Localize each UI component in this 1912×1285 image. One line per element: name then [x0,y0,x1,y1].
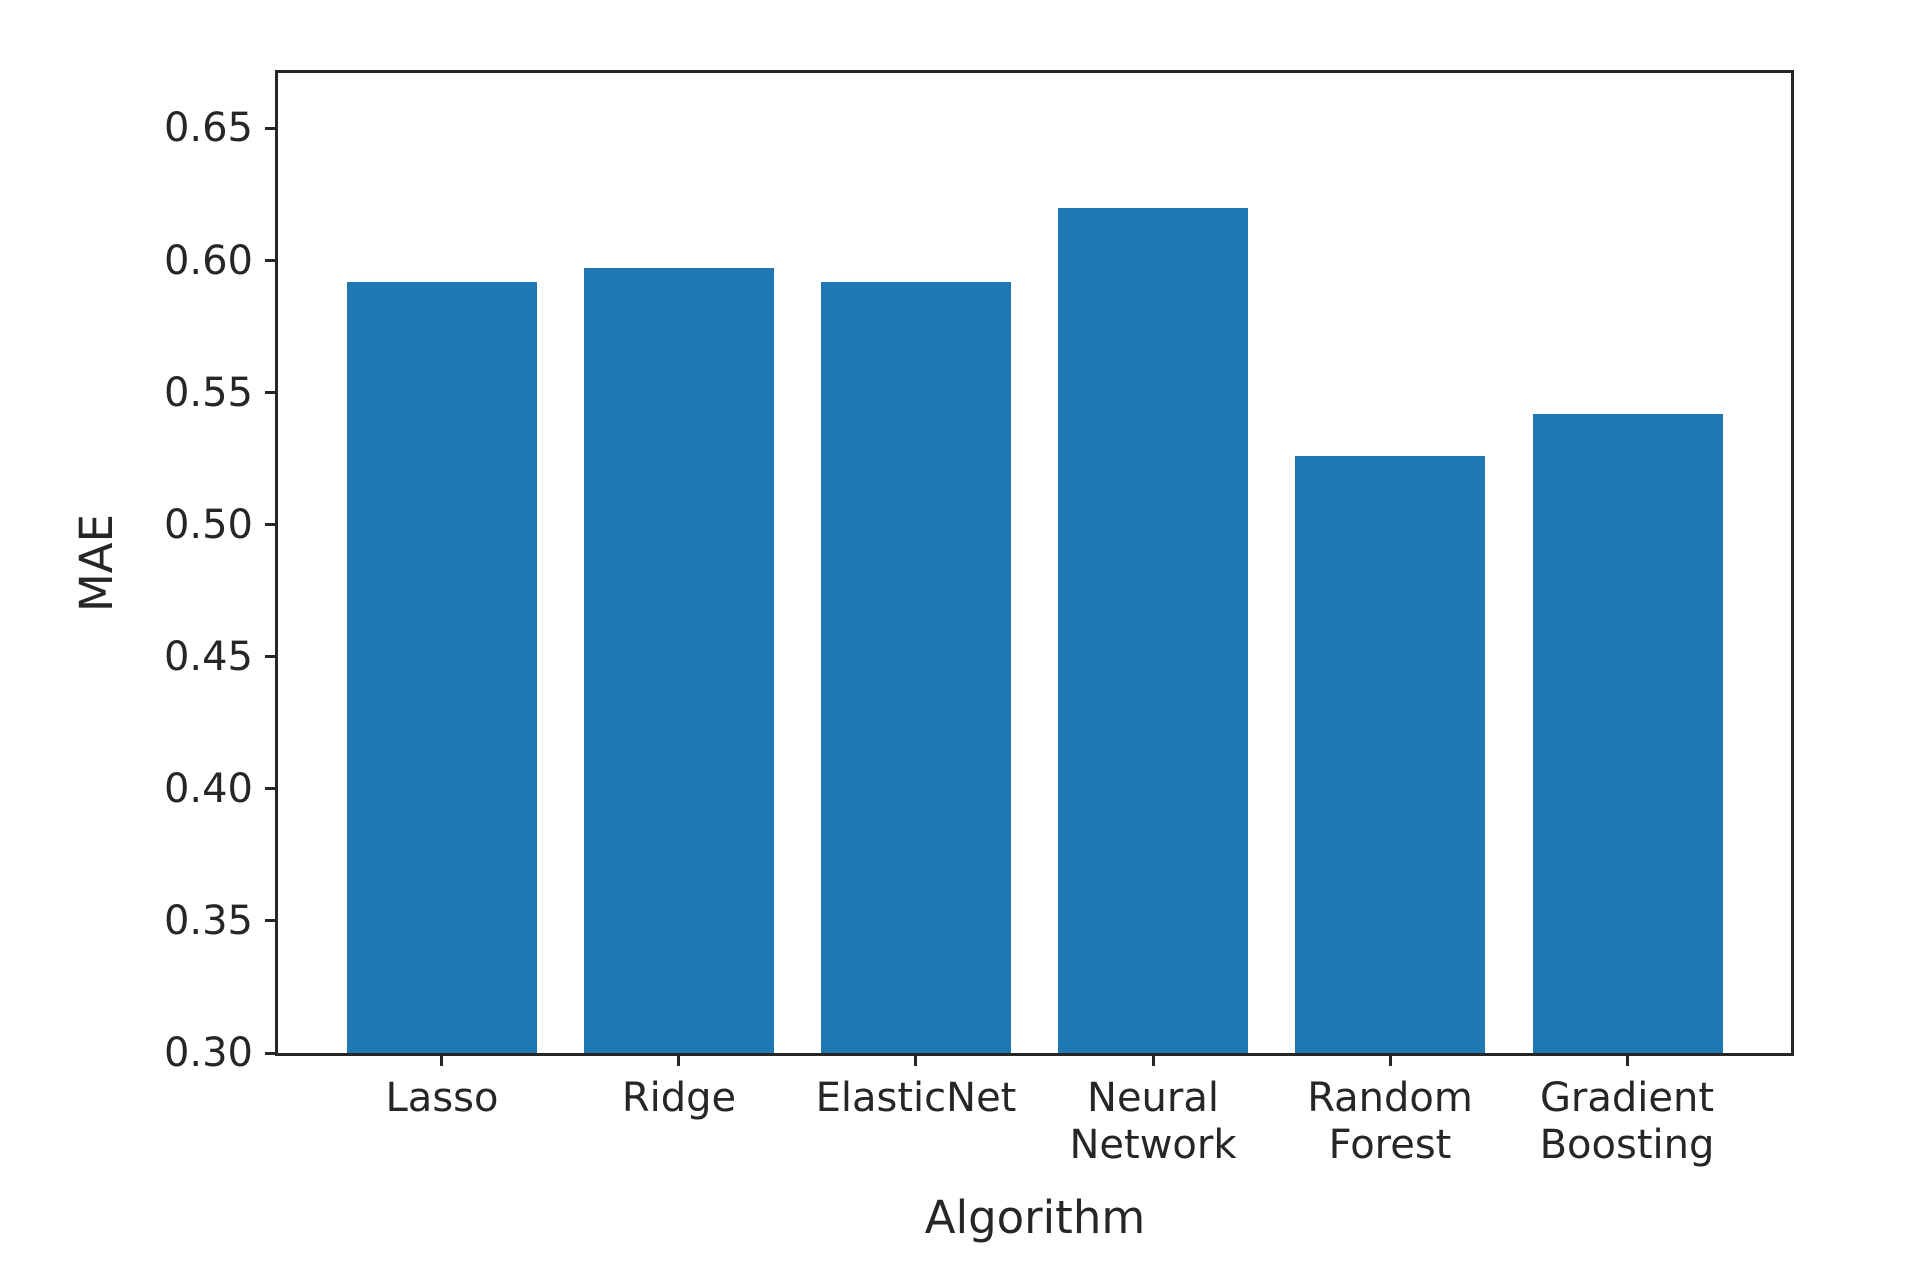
x-tick-label-neural-network: Neural Network [1069,1075,1237,1168]
y-tick-mark [265,391,275,394]
y-tick-label: 0.35 [163,898,253,944]
x-tick-label-gradient-boosting: Gradient Boosting [1539,1075,1715,1168]
y-tick-mark [265,655,275,658]
y-tick-label: 0.30 [163,1030,253,1076]
y-axis-label: MAE [70,513,123,613]
bar-lasso [347,282,537,1053]
x-tick-label-elasticnet: ElasticNet [815,1075,1017,1121]
y-tick-mark [265,919,275,922]
y-tick-label: 0.50 [163,502,253,548]
bar-random-forest [1295,456,1485,1053]
x-tick-mark [1626,1056,1629,1066]
y-tick-label: 0.45 [163,634,253,680]
x-tick-mark [1152,1056,1155,1066]
y-tick-mark [265,127,275,130]
x-tick-label-random-forest: Random Forest [1307,1075,1473,1168]
y-tick-label: 0.60 [163,238,253,284]
x-tick-mark [914,1056,917,1066]
bar-gradient-boosting [1533,414,1723,1053]
bar-neural-network [1058,208,1248,1053]
x-tick-label-lasso: Lasso [385,1075,499,1121]
y-tick-label: 0.65 [163,105,253,151]
x-tick-mark [440,1056,443,1066]
y-tick-label: 0.55 [163,370,253,416]
y-tick-mark [265,1052,275,1055]
y-tick-mark [265,787,275,790]
y-tick-label: 0.40 [163,766,253,812]
x-tick-mark [1389,1056,1392,1066]
bar-ridge [584,268,774,1053]
y-tick-mark [265,259,275,262]
plot-area [275,70,1794,1056]
bar-elasticnet [821,282,1011,1053]
x-axis-label: Algorithm [924,1191,1146,1244]
y-tick-mark [265,523,275,526]
x-tick-mark [677,1056,680,1066]
x-tick-label-ridge: Ridge [621,1075,737,1121]
